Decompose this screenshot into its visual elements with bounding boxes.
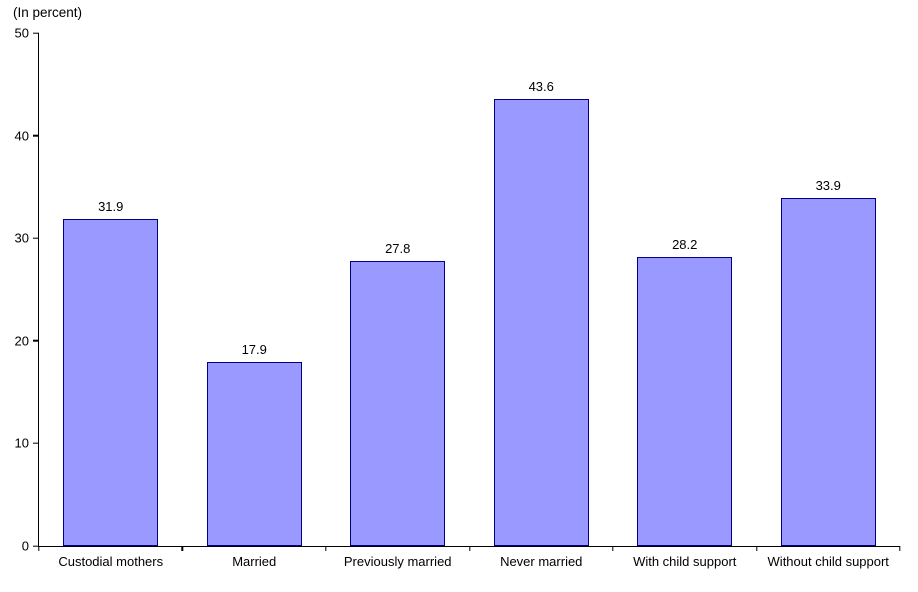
bar-group: 28.2 With child support [613, 33, 756, 569]
bar-value-label: 31.9 [98, 198, 124, 214]
x-tick [899, 546, 901, 551]
x-tick [325, 546, 327, 551]
x-tick [181, 546, 184, 551]
y-tick-label: 0 [21, 538, 29, 554]
x-tick [612, 546, 614, 551]
bar-value-label: 33.9 [815, 178, 841, 194]
y-tick [33, 32, 39, 34]
bar-group: 31.9 Custodial mothers [39, 33, 182, 569]
x-tick [468, 546, 471, 551]
category-label: With child support [633, 554, 737, 569]
category-label: Married [232, 554, 277, 569]
bar: 17.9 [206, 342, 302, 546]
category-label: Never married [500, 554, 583, 569]
y-tick [33, 134, 39, 137]
y-tick [33, 545, 39, 547]
axis-unit-label: (In percent) [13, 5, 83, 20]
x-tick [38, 546, 40, 551]
bar-value-label: 17.9 [241, 342, 267, 358]
y-tick [33, 442, 39, 445]
plot-area: 31.9 Custodial mothers 17.9 Married 27.8… [15, 27, 901, 569]
bar: 27.8 [350, 241, 446, 546]
bar-value-label: 27.8 [385, 240, 411, 256]
x-tick [755, 546, 758, 551]
bar-group: 33.9 Without child support [757, 33, 900, 569]
bar: 31.9 [63, 199, 159, 546]
y-tick [33, 340, 39, 342]
y-tick-label: 50 [14, 25, 29, 41]
bar: 43.6 [493, 79, 589, 546]
bar-group: 27.8 Previously married [326, 33, 469, 569]
y-tick-label: 10 [14, 435, 29, 451]
y-tick-label: 30 [14, 230, 29, 246]
bar-value-label: 43.6 [528, 78, 554, 94]
bar-value-label: 28.2 [672, 236, 698, 252]
y-tick-label: 40 [14, 128, 29, 144]
bar-group: 43.6 Never married [470, 33, 613, 569]
category-label: Custodial mothers [58, 554, 164, 569]
category-label: Without child support [767, 554, 889, 569]
bar: 28.2 [637, 237, 733, 546]
y-tick-label: 20 [14, 333, 29, 349]
category-label: Previously married [343, 554, 452, 569]
y-tick [33, 237, 39, 239]
bar-group: 17.9 Married [182, 33, 325, 569]
bar: 33.9 [780, 178, 876, 546]
